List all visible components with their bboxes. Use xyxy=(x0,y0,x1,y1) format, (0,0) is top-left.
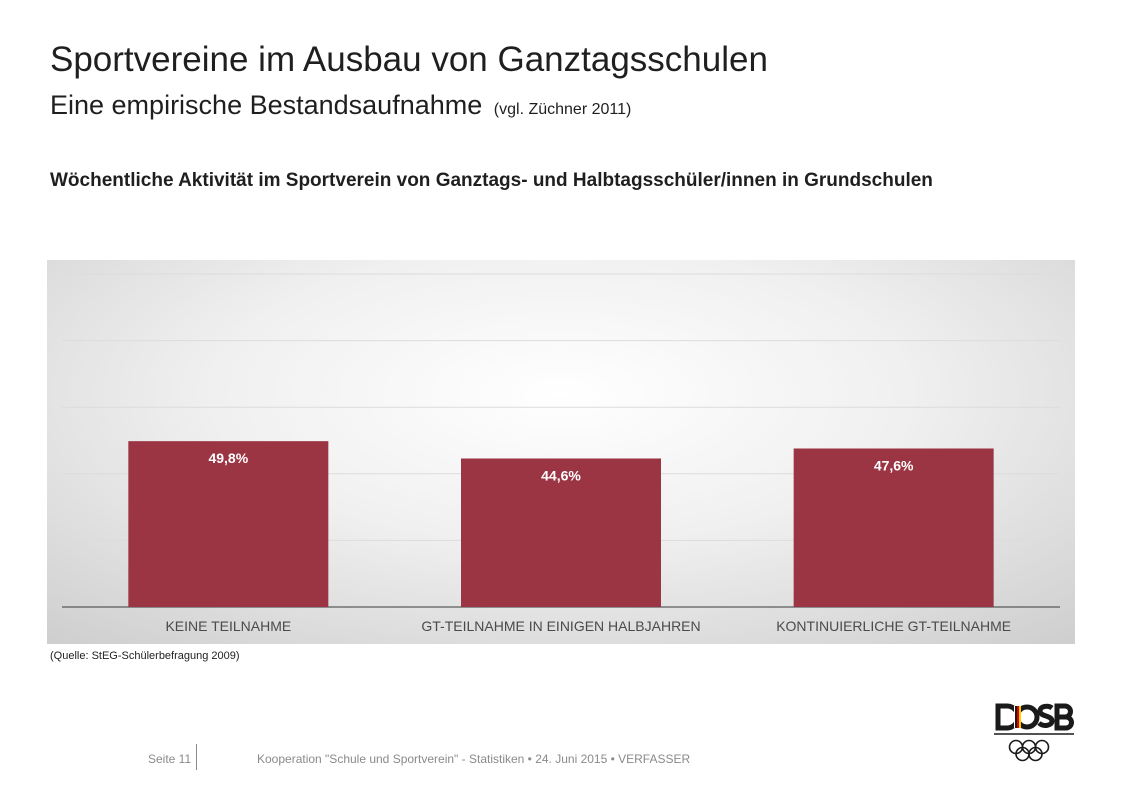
x-tick-label: GT-TEILNAHME IN EINIGEN HALBJAHREN xyxy=(421,618,700,634)
bar xyxy=(461,458,661,607)
source-note: (Quelle: StEG-Schülerbefragung 2009) xyxy=(50,650,240,662)
bar xyxy=(128,441,329,607)
bar-data-label: 49,8% xyxy=(208,450,248,466)
subtitle-text: Eine empirische Bestandsaufnahme xyxy=(50,90,483,120)
dosb-logo-graphic xyxy=(994,703,1074,762)
page-subtitle: Eine empirische Bestandsaufnahme (vgl. Z… xyxy=(50,88,631,127)
bar-data-label: 47,6% xyxy=(874,457,914,473)
x-tick-label: KEINE TEILNAHME xyxy=(165,618,291,634)
chart-heading: Wöchentliche Aktivität im Sportverein vo… xyxy=(50,170,933,191)
footer-text: Kooperation "Schule und Sportverein" - S… xyxy=(257,752,691,766)
footer-page-number: Seite 11 xyxy=(148,752,192,766)
bar-chart: 49,8% KEINE TEILNAHME 44,6% GT-TEILNAHME IN… xyxy=(62,273,1060,634)
bar xyxy=(793,448,994,607)
subtitle-note: (vgl. Züchner 2011) xyxy=(493,101,632,118)
bar-data-label: 44,6% xyxy=(541,467,581,483)
page-title: Sportvereine im Ausbau von Ganztagsschul… xyxy=(50,40,768,79)
footer-divider xyxy=(196,744,197,770)
x-tick-label: KONTINUIERLICHE GT-TEILNAHME xyxy=(776,618,1011,634)
dosb-logo xyxy=(994,702,1074,766)
chart-panel: 49,8% KEINE TEILNAHME 44,6% GT-TEILNAHME IN… xyxy=(47,260,1075,644)
